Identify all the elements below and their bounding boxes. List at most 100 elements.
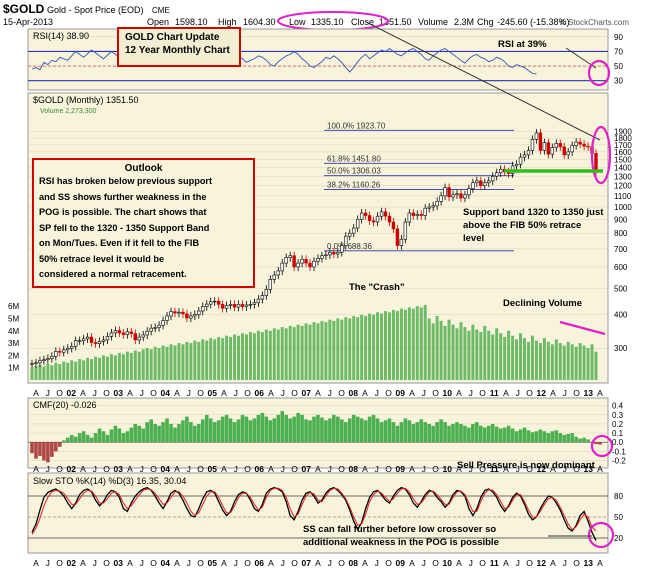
rsi-tick-label: 50 xyxy=(614,62,623,71)
low-label: Low xyxy=(289,17,306,27)
price-candle xyxy=(252,302,257,305)
volume-bar xyxy=(542,338,546,380)
volume-bar xyxy=(519,333,523,380)
cmf-note: Sell Pressure is now dominant xyxy=(457,460,596,471)
volume-bar xyxy=(455,328,459,380)
x-axis-label: J xyxy=(516,464,520,474)
volume-bar xyxy=(332,320,336,380)
cmf-bar xyxy=(189,422,193,443)
cmf-bar xyxy=(427,423,431,443)
volume-bar xyxy=(161,345,165,380)
volume-bar xyxy=(129,352,133,380)
cmf-bar xyxy=(467,427,471,443)
cmf-bar xyxy=(594,442,598,445)
x-axis-label: O xyxy=(56,558,63,568)
outlook-line: on Mon/Tues. Even if it fell to the FIB xyxy=(39,238,200,248)
volume-bar xyxy=(252,333,256,380)
volume-bar xyxy=(117,352,121,380)
cmf-bar xyxy=(459,423,463,443)
x-axis-label: 13 xyxy=(584,464,594,474)
volume-bar xyxy=(58,364,62,380)
volume-bar xyxy=(395,311,399,380)
cmf-bar xyxy=(371,414,376,443)
x-axis-label: A xyxy=(597,558,603,568)
cmf-bar xyxy=(165,418,169,443)
volume-bar xyxy=(70,360,74,380)
cmf-chart: -0.2-0.10.00.10.20.30.4 xyxy=(28,402,626,466)
volume-bar xyxy=(280,327,284,380)
volume-bar xyxy=(34,366,38,380)
x-axis-label: A xyxy=(127,464,133,474)
cmf-bar xyxy=(157,425,161,443)
x-axis-label: 11 xyxy=(490,558,499,568)
sto-note-line-2: additional weakness in the POG is possib… xyxy=(303,537,499,548)
sto-chart: 20 50 80 xyxy=(28,486,623,543)
x-axis-label: 09 xyxy=(396,464,406,474)
x-axis-label: O xyxy=(573,558,580,568)
price-candle xyxy=(495,172,499,177)
volume-tick-label: 4M xyxy=(8,327,19,336)
cmf-highlight-ellipse xyxy=(590,434,614,458)
cmf-bar xyxy=(276,414,281,443)
x-axis-label: J xyxy=(516,388,520,398)
volume-bar xyxy=(141,349,145,380)
volume-bar xyxy=(383,311,387,380)
cmf-bar xyxy=(81,431,86,443)
volume-bar xyxy=(530,335,534,380)
cmf-bar xyxy=(391,422,396,443)
price-candle xyxy=(232,304,237,308)
x-axis-label: O xyxy=(338,558,345,568)
price-candle xyxy=(459,193,463,199)
volume-bar xyxy=(288,325,292,380)
x-axis-label: O xyxy=(103,464,110,474)
price-candle xyxy=(383,211,388,217)
cmf-bar xyxy=(336,416,340,443)
price-candle xyxy=(153,327,157,329)
volume-bar xyxy=(78,359,82,380)
price-candle xyxy=(332,251,336,255)
price-candle xyxy=(566,151,570,156)
support-note-line-1: Support band 1320 to 1350 just xyxy=(463,207,604,218)
x-axis-label: A xyxy=(127,388,133,398)
volume-bar xyxy=(101,355,105,380)
cmf-bar xyxy=(423,422,428,443)
x-axis-label: A xyxy=(127,558,133,568)
volume-tick-label: 6M xyxy=(8,302,19,311)
volume-bar xyxy=(511,335,515,380)
price-candle xyxy=(435,201,439,207)
cmf-bar xyxy=(34,442,38,459)
volume-bar xyxy=(38,365,42,380)
volume-bar xyxy=(105,356,109,380)
volume-bar xyxy=(439,320,443,380)
volume-bar xyxy=(336,318,340,380)
volume-bar xyxy=(503,336,507,380)
x-axis-label: O xyxy=(432,388,439,398)
price-candle xyxy=(240,304,245,307)
x-axis-label: O xyxy=(338,388,345,398)
volume-bar xyxy=(546,341,550,380)
volume-bar xyxy=(264,329,268,380)
cmf-bar xyxy=(546,433,551,443)
price-candle xyxy=(415,213,419,216)
cmf-bar xyxy=(506,425,511,443)
volume-bar xyxy=(300,325,304,380)
x-axis-label: O xyxy=(244,558,251,568)
price-candle xyxy=(586,145,590,148)
x-axis-label: O xyxy=(526,388,533,398)
price-candle xyxy=(165,315,169,321)
price-candle xyxy=(578,141,582,145)
cmf-bar xyxy=(419,419,424,443)
sto-tick-label: 20 xyxy=(614,534,623,543)
x-axis-label: O xyxy=(291,388,298,398)
x-axis-label: A xyxy=(315,464,321,474)
volume-bar xyxy=(272,328,276,380)
cmf-bar xyxy=(58,442,62,447)
x-axis-label: 11 xyxy=(490,464,499,474)
cmf-bar xyxy=(526,430,531,443)
price-tick-label: 1600 xyxy=(614,148,632,157)
x-axis-label: J xyxy=(281,388,285,398)
cmf-bar xyxy=(407,420,412,443)
outlook-line: considered a normal retracement. xyxy=(39,269,187,279)
cmf-bar xyxy=(42,442,46,461)
x-axis-label: A xyxy=(80,388,86,398)
